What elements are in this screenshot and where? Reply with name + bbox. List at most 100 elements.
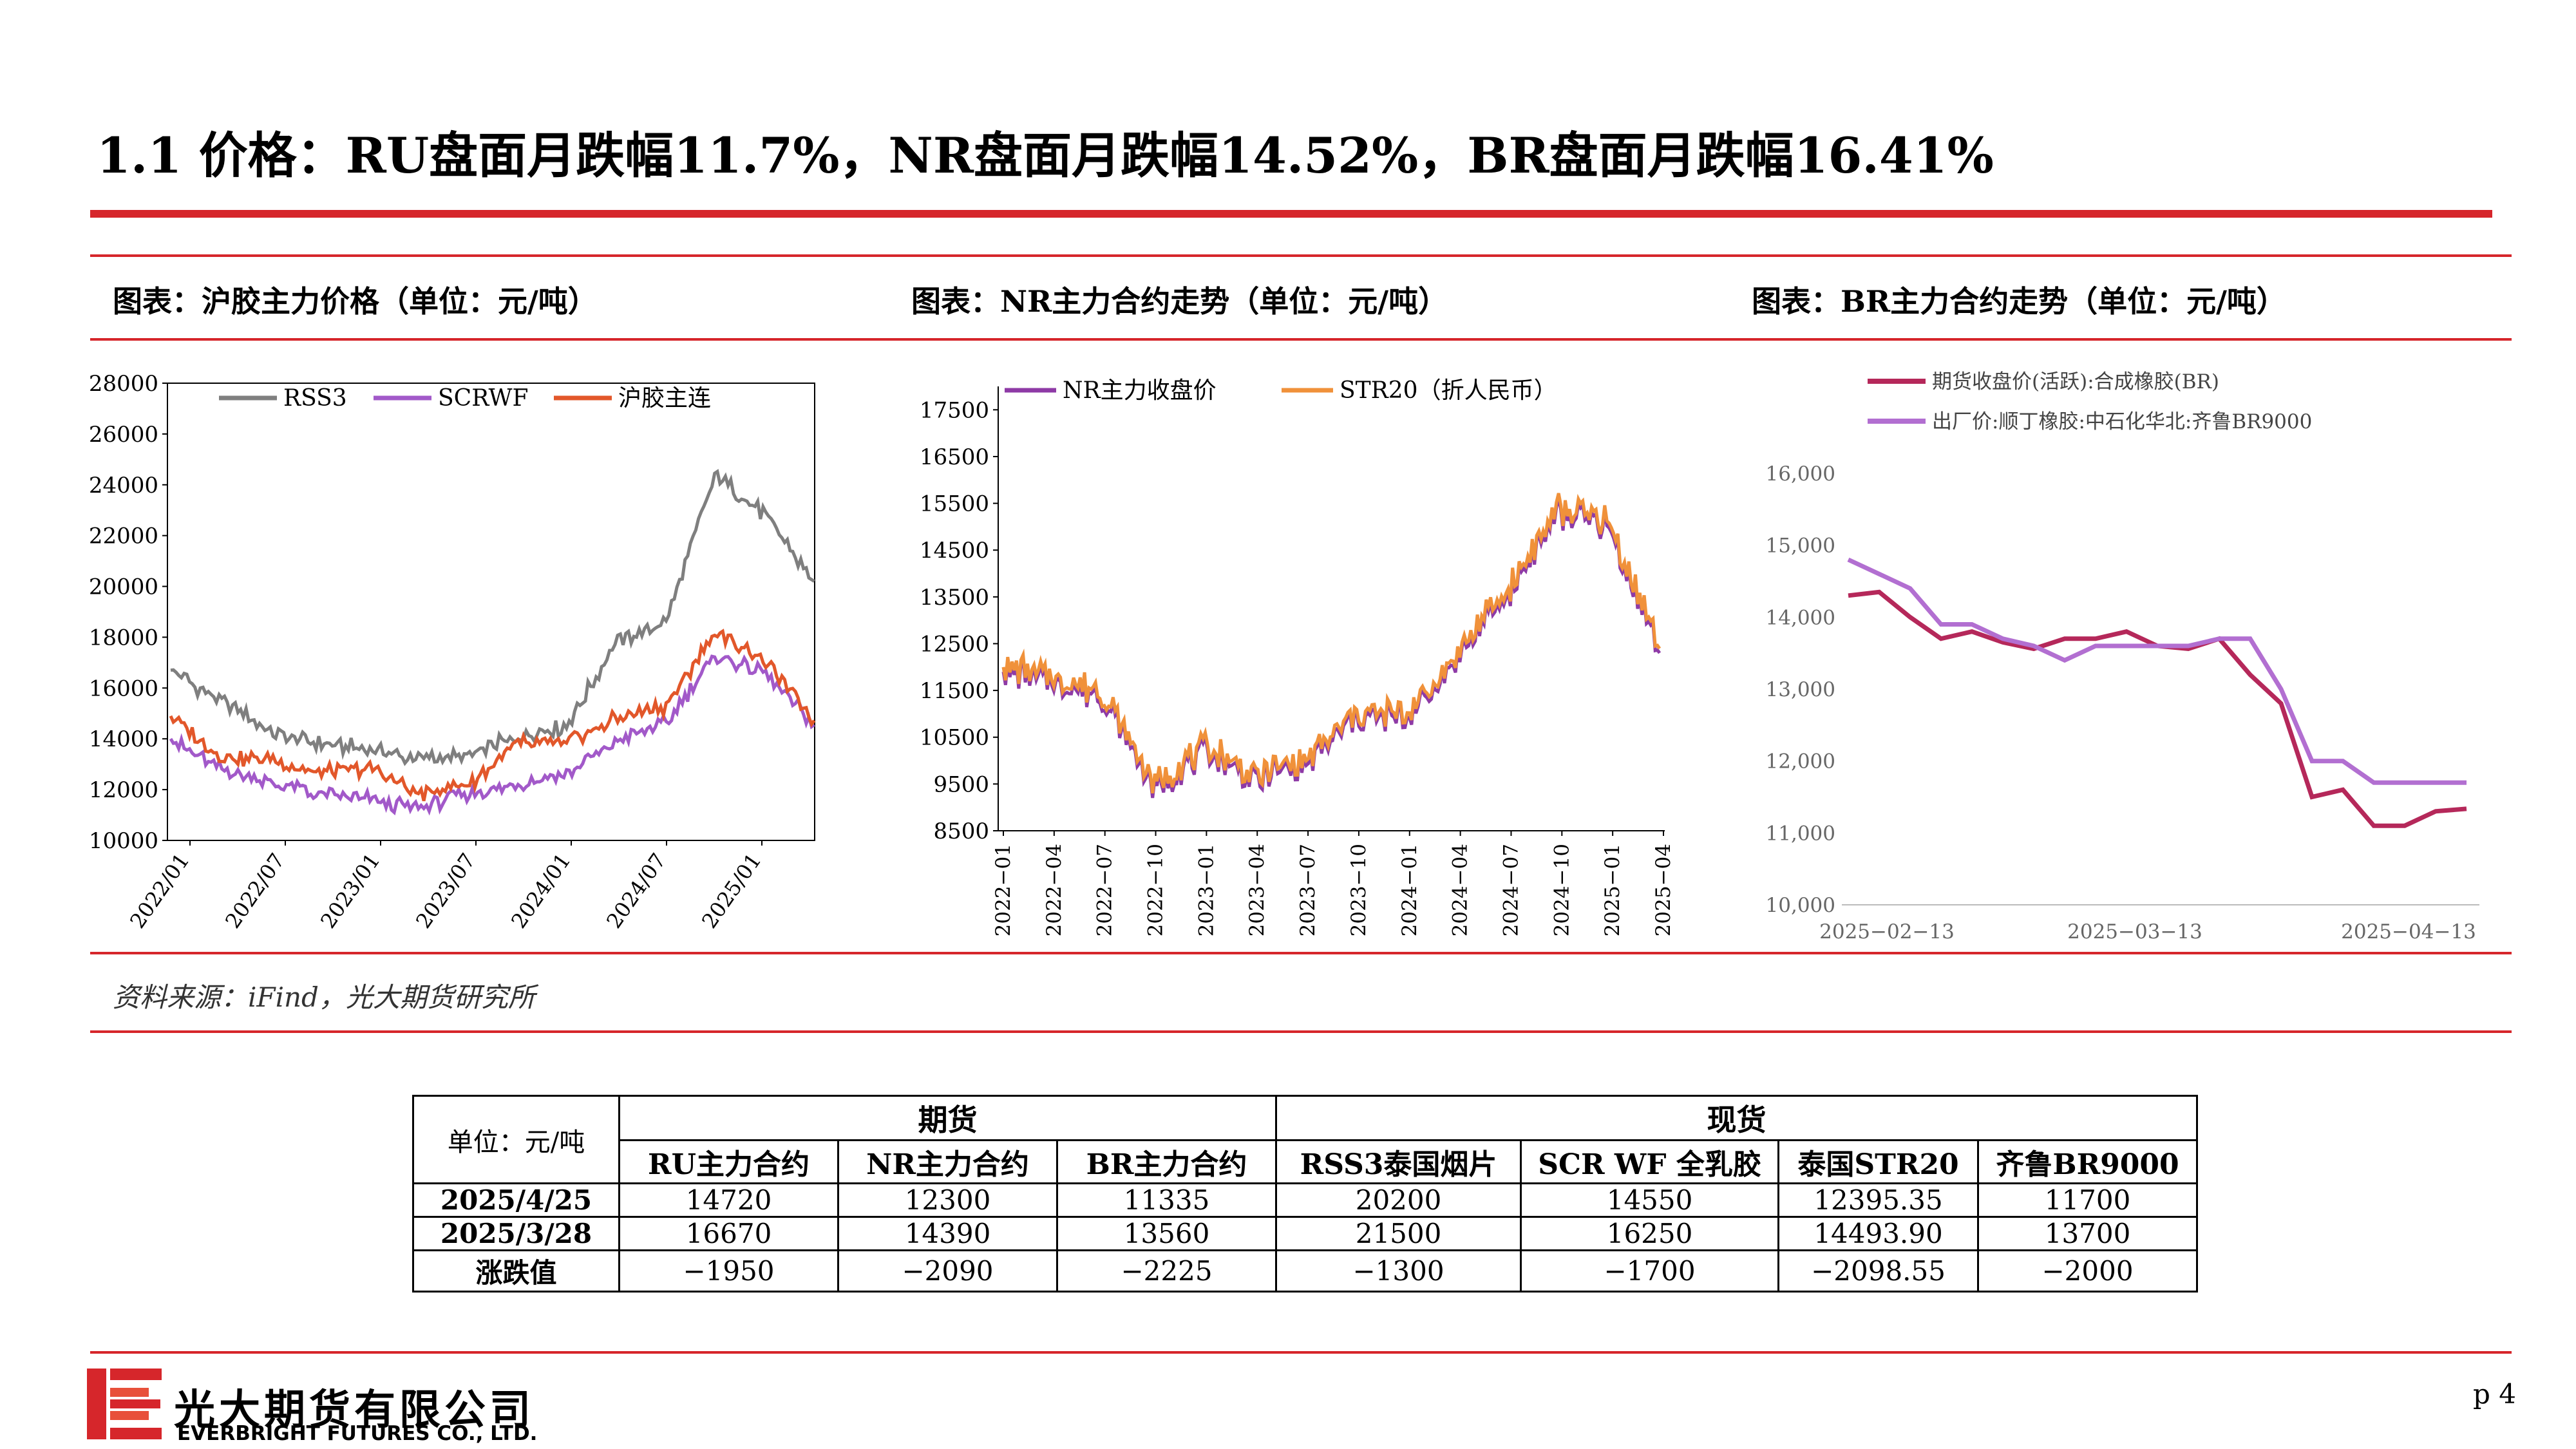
x-tick-label: 2023−10 [1347, 844, 1370, 936]
legend-label: RSS3 [283, 385, 347, 412]
y-tick-label: 15,000 [1766, 535, 1835, 558]
legend-label: SCRWF [438, 385, 529, 412]
x-tick-label: 2024−01 [1398, 844, 1421, 936]
table-group-futures: 期货 [618, 1095, 1278, 1141]
x-tick-label: 2025−04−13 [2341, 920, 2476, 943]
chart-title-br: 图表：BR主力合约走势（单位：元/吨） [1752, 284, 2286, 319]
legend-label: 沪胶主连 [618, 385, 711, 412]
y-tick-label: 17500 [920, 397, 989, 423]
series-line-2 [169, 629, 816, 802]
table-col-header: 泰国STR20 [1777, 1139, 1980, 1184]
x-tick-label: 2024−07 [1499, 844, 1522, 936]
table-cell: 13560 [1056, 1216, 1278, 1251]
x-tick-label: 2022−04 [1043, 844, 1066, 936]
x-tick-label: 2024/01 [506, 849, 575, 933]
table-cell: 14550 [1520, 1182, 1780, 1218]
page-number: p 4 [2473, 1378, 2516, 1410]
chart-ru-main-price: 10000 12000 14000 16000 18000 20000 22000 24000… [89, 371, 816, 933]
chart-br-main-contract: 10,000 11,000 12,000 13,000 14,000 15,000 16,0… [1766, 370, 2479, 943]
table-cell: 14390 [837, 1216, 1058, 1251]
table-group-spot: 现货 [1275, 1095, 2199, 1141]
x-tick-label: 2022−10 [1144, 844, 1168, 936]
y-tick-label: 11,000 [1766, 822, 1835, 845]
title-underline [90, 210, 2492, 218]
table-cell: 13700 [1977, 1216, 2199, 1251]
table-cell: −2098.55 [1777, 1249, 1980, 1293]
table-cell: −1950 [618, 1249, 839, 1293]
y-tick-label: 26000 [89, 422, 158, 448]
table-col-header: 齐鲁BR9000 [1977, 1139, 2199, 1184]
series-line-0 [1848, 589, 2467, 828]
source-note: 资料来源：iFind，光大期货研究所 [113, 981, 535, 1013]
y-tick-label: 12000 [89, 777, 158, 803]
x-tick-label: 2023−07 [1296, 844, 1320, 936]
table-cell: 14720 [618, 1182, 839, 1218]
x-tick-label: 2022/07 [220, 849, 289, 933]
table-row: 2025/3/28 16670 14390 13560 21500 16250 … [412, 1216, 2199, 1251]
x-tick-label: 2023−04 [1245, 844, 1269, 936]
legend-label: 出厂价:顺丁橡胶:中石化华北:齐鲁BR9000 [1932, 410, 2312, 433]
table-cell: −1700 [1520, 1249, 1780, 1293]
y-tick-label: 9500 [933, 772, 989, 797]
table-col-header: BR主力合约 [1056, 1139, 1278, 1184]
y-tick-label: 13,000 [1766, 678, 1835, 701]
y-tick-label: 11500 [920, 678, 989, 704]
y-tick-label: 18000 [89, 625, 158, 650]
table-row-label: 涨跌值 [412, 1249, 620, 1293]
table-cell: −2090 [837, 1249, 1058, 1293]
series-line-0 [1001, 497, 1662, 799]
section-rule-source-bottom [90, 1030, 2512, 1033]
plot-frame [167, 383, 815, 841]
table-cell: −2000 [1977, 1249, 2199, 1293]
table-row: 2025/4/25 14720 12300 11335 20200 14550 … [412, 1182, 2199, 1218]
chart-title-ru: 图表：沪胶主力价格（单位：元/吨） [113, 284, 598, 319]
y-tick-label: 10,000 [1766, 894, 1835, 917]
table-cell: −1300 [1275, 1249, 1522, 1293]
table-cell: 11335 [1056, 1182, 1278, 1218]
table-col-header: RSS3泰国烟片 [1275, 1139, 1522, 1184]
table-cell: 12300 [837, 1182, 1058, 1218]
section-rule-chart-bottom [90, 952, 2512, 954]
y-tick-label: 10000 [89, 828, 158, 854]
y-tick-label: 28000 [89, 371, 158, 397]
table-cell: 16250 [1520, 1216, 1780, 1251]
company-name-en: EVERBRIGHT FUTURES CO., LTD. [177, 1422, 538, 1445]
table-col-header: SCR WF 全乳胶 [1520, 1139, 1780, 1184]
table-cell: 20200 [1275, 1182, 1522, 1218]
y-tick-label: 22000 [89, 524, 158, 549]
table-row-label: 2025/4/25 [412, 1182, 620, 1218]
table-row: 涨跌值 −1950 −2090 −2225 −1300 −1700 −2098.… [412, 1249, 2199, 1293]
table-cell: 21500 [1275, 1216, 1522, 1251]
chart-nr-main-contract: 8500 9500 10500 11500 12500 13500 14500 15500 16… [920, 377, 1675, 936]
x-tick-label: 2023/07 [411, 849, 480, 933]
series-line-0 [170, 469, 815, 766]
page-title: 1.1 价格：RU盘面月跌幅11.7%，NR盘面月跌幅14.52%，BR盘面月跌… [97, 127, 1994, 184]
series-line-1 [1847, 557, 2467, 785]
x-tick-label: 2022/01 [125, 849, 194, 933]
x-tick-label: 2024−04 [1449, 844, 1472, 936]
y-tick-label: 12500 [920, 631, 989, 657]
section-rule-top [90, 254, 2512, 257]
section-rule-chart-header [90, 338, 2512, 341]
y-tick-label: 16,000 [1766, 462, 1835, 486]
series-line-1 [169, 654, 815, 816]
series-line-1 [1001, 493, 1662, 793]
y-tick-label: 8500 [933, 819, 989, 844]
x-tick-label: 2024/07 [601, 849, 670, 933]
table-row-label: 2025/3/28 [412, 1216, 620, 1251]
x-tick-label: 2022−07 [1094, 844, 1117, 936]
x-tick-label: 2023/01 [316, 849, 384, 933]
x-tick-label: 2025−04 [1652, 844, 1675, 936]
x-tick-label: 2025/01 [697, 849, 766, 933]
table-col-header: NR主力合约 [837, 1139, 1058, 1184]
price-table: 单位：元/吨 期货 现货 RU主力合约 NR主力合约 BR主力合约 RSS3泰国… [412, 1095, 2199, 1293]
table-cell: 11700 [1977, 1182, 2199, 1218]
y-tick-label: 12,000 [1766, 750, 1835, 773]
x-tick-label: 2024−10 [1550, 844, 1573, 936]
company-logo-icon [87, 1368, 162, 1439]
y-tick-label: 14500 [920, 538, 989, 564]
y-tick-label: 20000 [89, 574, 158, 600]
x-tick-label: 2025−03−13 [2067, 920, 2202, 943]
table-cell: 12395.35 [1777, 1182, 1980, 1218]
table-cell: 14493.90 [1777, 1216, 1980, 1251]
